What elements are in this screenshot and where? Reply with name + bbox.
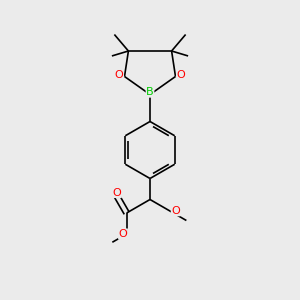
Text: O: O <box>112 188 121 197</box>
Text: O: O <box>118 229 127 239</box>
Text: O: O <box>115 70 124 80</box>
Text: B: B <box>146 87 154 97</box>
Text: O: O <box>171 206 180 216</box>
Text: O: O <box>176 70 185 80</box>
